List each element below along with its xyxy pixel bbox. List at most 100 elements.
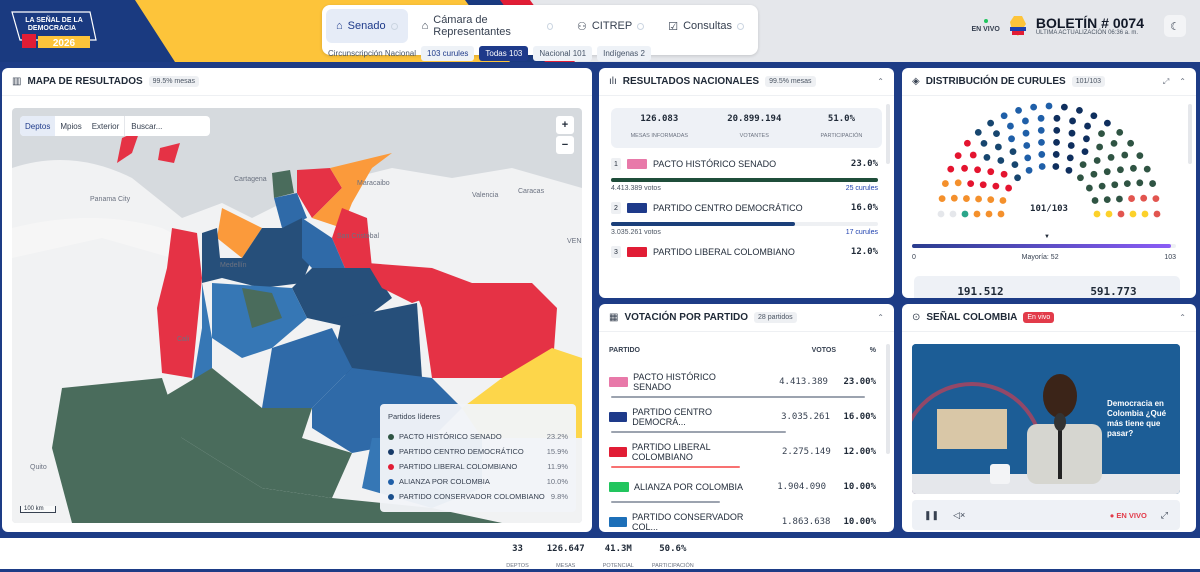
play-circle-icon: ⊙: [912, 312, 921, 323]
seats-progress: [912, 244, 1176, 248]
party-logo-icon: [609, 447, 627, 457]
seat-dot: [987, 196, 995, 204]
city-label: Quito: [30, 464, 47, 471]
panel-title: MAPA DE RESULTADOS: [27, 76, 143, 87]
table-row[interactable]: ALIANZA POR COLOMBIA 1.904.090 10.00%: [599, 473, 894, 508]
legend-swatch-icon: [388, 463, 394, 470]
seat-dot: [1090, 112, 1098, 120]
circunscripcion-label: Circunscripción Nacional: [328, 49, 417, 58]
logo[interactable]: LA SEÑAL DE LA DEMOCRACIA 2026: [8, 10, 98, 50]
seat-dot: [1076, 106, 1083, 114]
seat-dot: [1038, 163, 1046, 170]
seat-dot: [1053, 114, 1061, 122]
seat-dot: [1045, 102, 1053, 110]
curules-chip: 103 curules: [421, 46, 475, 61]
checkbox-icon: ☑: [668, 20, 679, 33]
hemicycle-chart: [937, 102, 1161, 218]
scrollbar[interactable]: [886, 344, 890, 454]
seat-dot: [1037, 114, 1045, 122]
seat-dot: [987, 119, 995, 127]
seat-dot: [1000, 112, 1008, 120]
result-item[interactable]: 3 PARTIDO LIBERAL COLOMBIANO 12.0%: [611, 246, 878, 258]
seat-dot: [1093, 210, 1101, 218]
seat-dot: [1025, 166, 1033, 174]
mesas-badge: 99.5% mesas: [148, 76, 200, 87]
filter-nacional[interactable]: Nacional 101: [533, 46, 593, 61]
national-results-panel: ılı RESULTADOS NACIONALES 99.5% mesas ⌃ 126…: [599, 68, 894, 298]
seat-dot: [938, 195, 946, 203]
seat-dot: [1022, 129, 1030, 137]
seat-dot: [994, 143, 1002, 151]
seat-dot: [980, 139, 988, 147]
result-item[interactable]: 1 PACTO HISTÓRICO SENADO 23.0% 4.413.389 vo…: [611, 158, 878, 192]
seat-dot: [1141, 210, 1149, 218]
mode-deptos[interactable]: Deptos: [20, 116, 56, 136]
legend-item: PARTIDO CONSERVADOR COLOMBIANO 9.8%: [388, 489, 568, 504]
last-update: ÚLTIMA ACTUALIZACIÓN 06:36 a. m.: [1035, 30, 1139, 36]
seat-dot: [969, 151, 977, 159]
parties-badge: 28 partidos: [753, 312, 797, 323]
seat-dot: [1096, 143, 1104, 151]
vote-bar: [611, 431, 787, 433]
legend-swatch-icon: [388, 433, 394, 440]
panel-title: SEÑAL COLOMBIA: [926, 312, 1018, 323]
pause-button[interactable]: ❚❚: [924, 509, 940, 520]
mute-button[interactable]: ◁×: [953, 509, 966, 520]
colombia-map-icon: [1009, 16, 1026, 36]
seat-dot: [985, 210, 993, 218]
seat-dot: [1015, 106, 1022, 114]
dark-mode-toggle[interactable]: ☾: [1164, 15, 1186, 37]
scrollbar[interactable]: [1188, 104, 1192, 164]
zoom-out-button[interactable]: −: [556, 136, 574, 154]
tab-citrep[interactable]: ⚇ CITREP: [567, 9, 654, 43]
party-logo-icon: [609, 517, 628, 527]
results-map[interactable]: Cartagena Maracaibo Panama City Valencia…: [12, 108, 582, 523]
map-search-input[interactable]: Buscar...: [124, 116, 210, 136]
collapse-button[interactable]: ⌃: [877, 313, 884, 322]
tab-consultas[interactable]: ☑ Consultas: [658, 9, 754, 43]
tab-senado[interactable]: ⌂ Senado: [326, 9, 408, 43]
seat-dot: [1098, 130, 1105, 138]
seat-dot: [1068, 129, 1076, 137]
filter-indigenas[interactable]: Indígenas 2: [597, 46, 651, 61]
seat-dot: [963, 195, 970, 202]
legend-item: PACTO HISTÓRICO SENADO 23.2%: [388, 429, 568, 444]
table-row[interactable]: PARTIDO CENTRO DEMOCRÁ... 3.035.261 16.00%: [599, 403, 894, 438]
seat-dot: [997, 157, 1005, 164]
table-row[interactable]: PARTIDO CONSERVADOR COL... 1.863.638 10.00…: [599, 508, 894, 532]
legend-item: PARTIDO CENTRO DEMOCRÁTICO 15.9%: [388, 444, 568, 459]
national-stats: 126.083 MESAS INFORMADAS 20.899.194 VOTANT…: [611, 108, 882, 148]
mode-exterior[interactable]: Exterior: [91, 121, 120, 131]
footer-stats: 33 DEPTOS 126.647 MESAS 41.3M POTENCIAL 50.…: [0, 538, 1200, 569]
collapse-button[interactable]: ⌃: [1179, 76, 1186, 86]
seat-dot: [1011, 161, 1019, 169]
filter-todas[interactable]: Todas 103: [479, 46, 529, 61]
party-logo-icon: [627, 203, 647, 213]
legend-swatch-icon: [388, 448, 394, 455]
table-row[interactable]: PARTIDO LIBERAL COLOMBIANO 2.275.149 12.00…: [599, 438, 894, 473]
seat-dot: [974, 166, 981, 174]
seat-dot: [1083, 135, 1090, 143]
seat-dot: [1053, 126, 1061, 134]
scrollbar[interactable]: [886, 104, 890, 164]
grid-icon: ▦: [609, 312, 619, 323]
expand-icon[interactable]: ⤢: [1162, 76, 1170, 86]
seat-dot: [979, 181, 987, 189]
video-frame: [912, 344, 1180, 494]
footer-stat-participacion: 50.6% PARTICIPACIÓN: [651, 544, 694, 569]
collapse-button[interactable]: ⌃: [1179, 313, 1186, 322]
svg-text:DEMOCRACIA: DEMOCRACIA: [28, 25, 76, 32]
city-label: San Cristóbal: [337, 233, 380, 240]
tab-camara[interactable]: ⌂ Cámara de Representantes: [412, 9, 563, 43]
table-row[interactable]: PACTO HISTÓRICO SENADO 4.413.389 23.00%: [599, 368, 894, 403]
video-player[interactable]: Democracia en Colombia ¿Qué más tiene qu…: [912, 344, 1180, 494]
collapse-button[interactable]: ⌃: [877, 77, 884, 86]
region-san-andres: [117, 130, 140, 163]
result-item[interactable]: 2 PARTIDO CENTRO DEMOCRÁTICO 16.0% 3.035.26…: [611, 202, 878, 236]
zoom-in-button[interactable]: +: [556, 116, 574, 134]
fullscreen-button[interactable]: ⤢: [1160, 509, 1168, 520]
seat-dot: [1069, 117, 1076, 125]
mode-mpios[interactable]: Mpios: [60, 121, 82, 131]
legend-swatch-icon: [388, 478, 394, 485]
seat-dot: [1053, 138, 1060, 146]
